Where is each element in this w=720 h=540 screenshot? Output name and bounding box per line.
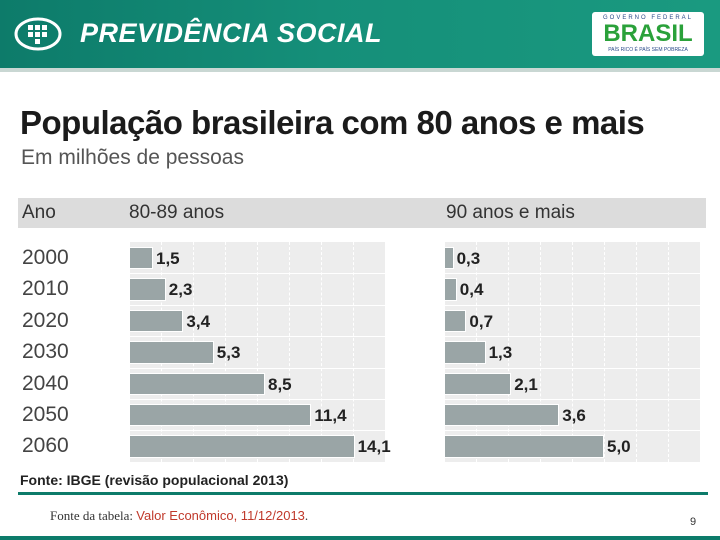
header-bar: PREVIDÊNCIA SOCIAL GOVERNO FEDERAL BRASI… xyxy=(0,0,720,68)
column-header-series-1: 80-89 anos xyxy=(129,202,225,223)
gridline xyxy=(508,242,509,462)
bar-series-2 xyxy=(444,278,457,301)
row-separator xyxy=(18,273,706,275)
bar-value-label: 3,4 xyxy=(186,311,211,331)
bar-value-label: 2,3 xyxy=(168,280,193,300)
bar-series-2 xyxy=(444,435,604,458)
column-header-year: Ano xyxy=(22,202,56,223)
bar-value-label: 5,0 xyxy=(607,437,631,457)
row-separator xyxy=(18,367,706,369)
row-separator xyxy=(18,430,706,432)
bar-series-1 xyxy=(129,341,214,364)
bar-value-label: 5,3 xyxy=(216,343,241,363)
header-divider xyxy=(0,68,720,72)
gridline xyxy=(604,242,605,462)
year-label: 2060 xyxy=(22,434,69,458)
bar-series-1 xyxy=(129,404,312,427)
bar-value-label: 3,6 xyxy=(562,406,586,425)
bar-value-label: 11,4 xyxy=(314,406,347,425)
governo-federal-badge: GOVERNO FEDERAL BRASIL PAÍS RICO É PAÍS … xyxy=(592,12,704,56)
footer-bar xyxy=(0,536,720,540)
year-label: 2040 xyxy=(22,371,69,395)
column-header-row: Ano 80-89 anos 90 anos e mais xyxy=(18,198,706,228)
bar-value-label: 0,4 xyxy=(459,280,484,300)
year-label: 2010 xyxy=(22,277,69,301)
row-separator xyxy=(18,304,706,306)
gridline xyxy=(225,242,226,462)
footer-note-suffix: . xyxy=(304,508,309,523)
gov-brand-text: BRASIL xyxy=(603,20,693,47)
row-separator xyxy=(18,336,706,338)
header-title: PREVIDÊNCIA SOCIAL xyxy=(80,18,383,48)
gridline xyxy=(321,242,322,462)
gridline xyxy=(572,242,573,462)
bar-series-2 xyxy=(444,247,454,270)
gov-motto-text: PAÍS RICO É PAÍS SEM POBREZA xyxy=(608,47,688,53)
year-label: 2000 xyxy=(22,246,69,269)
chart-title: População brasileira com 80 anos e mais xyxy=(20,104,645,141)
chart-subtitle: Em milhões de pessoas xyxy=(21,146,244,169)
page-number: 9 xyxy=(690,516,697,528)
bar-value-label: 2,1 xyxy=(514,374,538,394)
bar-value-label: 14,1 xyxy=(357,437,391,457)
gov-top-text: GOVERNO FEDERAL xyxy=(602,15,693,21)
bar-series-1 xyxy=(129,372,265,395)
bar-series-2 xyxy=(444,404,560,427)
chart-source: Fonte: IBGE (revisão populacional 2013) xyxy=(20,472,289,488)
bar-series-2 xyxy=(444,309,467,333)
gridline xyxy=(540,242,541,462)
column-header-series-2: 90 anos e mais xyxy=(446,202,575,223)
bar-value-label: 1,3 xyxy=(488,343,513,363)
year-label: 2020 xyxy=(22,308,69,332)
row-separator xyxy=(18,399,706,400)
year-label: 2030 xyxy=(22,340,69,364)
gridline xyxy=(668,242,669,462)
year-label: 2050 xyxy=(22,403,69,426)
footer-note-source: Valor Econômico, 11/12/2013 xyxy=(136,508,305,523)
bar-value-label: 0,3 xyxy=(456,249,481,268)
bar-value-label: 1,5 xyxy=(156,249,180,268)
gridline xyxy=(257,242,258,462)
footer-note: Fonte da tabela: Valor Econômico, 11/12/… xyxy=(50,508,308,524)
previdencia-logo-icon xyxy=(14,16,70,52)
gridline xyxy=(289,242,290,462)
bar-value-label: 8,5 xyxy=(268,374,292,394)
bar-value-label: 0,7 xyxy=(469,311,494,331)
gridline xyxy=(353,242,354,462)
footer-note-prefix: Fonte da tabela: xyxy=(50,508,137,523)
gridline xyxy=(636,242,637,462)
bar-series-1 xyxy=(129,435,355,458)
bar-series-1 xyxy=(129,247,153,270)
bar-series-2 xyxy=(444,372,512,395)
bar-series-2 xyxy=(444,341,486,364)
chart-bottom-rule xyxy=(18,492,708,495)
bar-series-1 xyxy=(129,278,166,301)
bar-series-1 xyxy=(129,309,184,333)
